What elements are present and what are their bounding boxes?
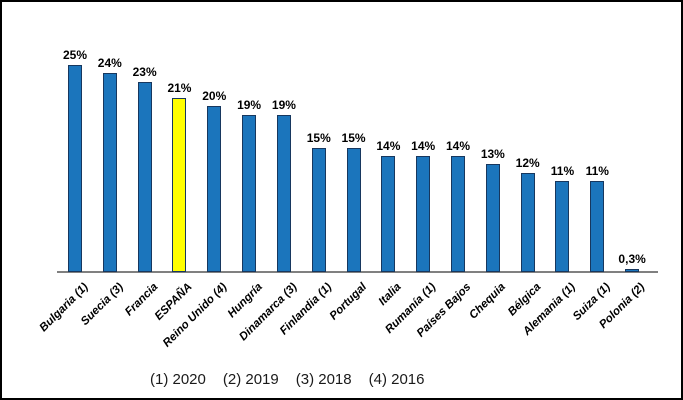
bar-value-label: 23%: [132, 65, 157, 79]
footnote-item: (2) 2019: [222, 371, 279, 388]
footnote-item: (3) 2018: [295, 371, 352, 388]
bar-value-label: 19%: [237, 98, 262, 112]
x-axis-line: [57, 271, 658, 273]
bar-value-label: 12%: [515, 156, 540, 170]
bar-chequia: [485, 164, 500, 272]
bar-hungria: [242, 115, 257, 272]
x-axis-label: Bulgaria (1): [37, 281, 91, 335]
bar-value-label: 20%: [202, 89, 227, 103]
bar-portugal: [346, 148, 361, 272]
x-axis-label: Italia: [376, 281, 404, 309]
bar-value-label: 19%: [271, 98, 296, 112]
bar-value-label: 21%: [167, 81, 192, 95]
bar-value-label: 11%: [585, 164, 609, 178]
bar-value-label: 14%: [446, 139, 471, 153]
bar-italia: [381, 156, 396, 272]
bar-value-label: 13%: [480, 147, 505, 161]
bar-value-label: 15%: [306, 131, 331, 145]
bar-value-label: 0,3%: [618, 252, 646, 266]
x-axis-label: Portugal: [327, 281, 370, 323]
bar-bulgaria-1: [68, 65, 82, 272]
bar-dinamarca-3: [276, 115, 291, 272]
bar-paises-bajos: [451, 156, 466, 272]
bar-reino-unido-4: [207, 106, 222, 272]
bar-value-label: 25%: [62, 48, 88, 62]
bar-finlandia-1: [311, 148, 326, 272]
bar-value-label: 15%: [341, 131, 366, 145]
bar-francia: [137, 82, 152, 272]
bar-value-label: 14%: [376, 139, 401, 153]
bar-value-label: 24%: [97, 56, 122, 70]
x-axis-label: Reino Unido (4): [161, 281, 230, 350]
bar-rumania-1: [416, 156, 431, 272]
footnote-item: (1) 2020: [150, 371, 206, 388]
bar-value-label: 14%: [411, 139, 436, 153]
bar-value-label: 11%: [550, 164, 575, 178]
bar-suiza-1: [590, 181, 605, 272]
footnotes-row: (1) 2020 (2) 2019 (3) 2018 (4) 2016: [150, 371, 425, 388]
footnote-item: (4) 2016: [368, 371, 425, 388]
bar-belgica: [520, 173, 535, 272]
bar-alemania-1: [555, 181, 570, 272]
bar-polonia-2: [625, 269, 640, 272]
x-axis-label: Chequia: [467, 281, 509, 322]
bar-espana: [172, 98, 187, 272]
bar-suecia-3: [102, 73, 117, 272]
